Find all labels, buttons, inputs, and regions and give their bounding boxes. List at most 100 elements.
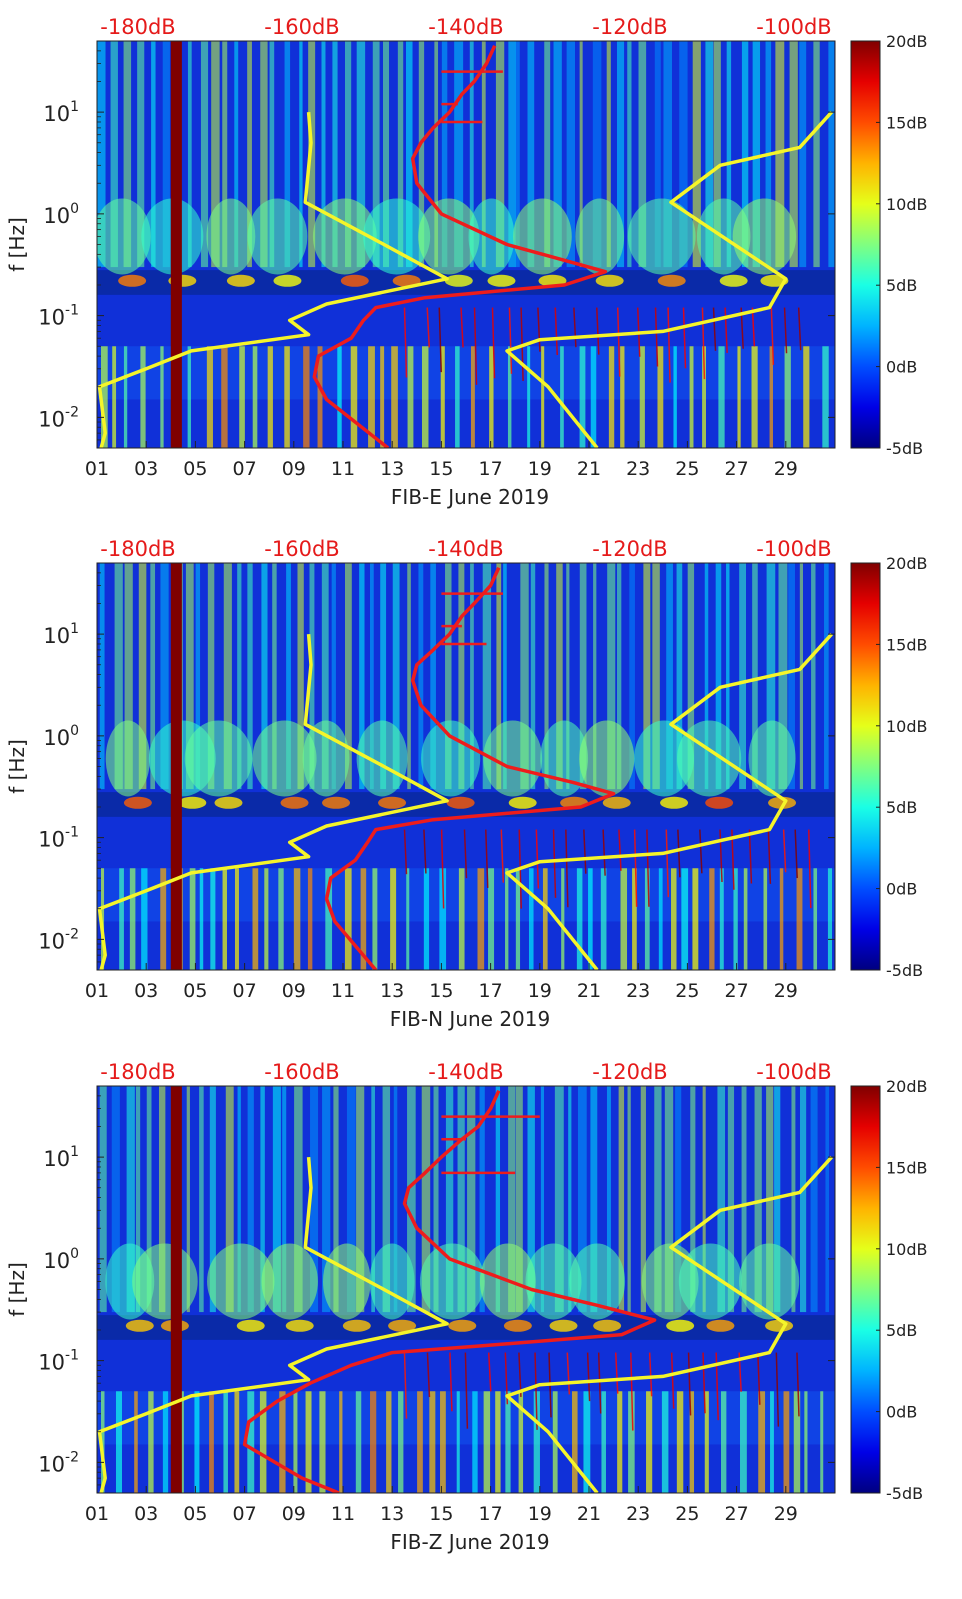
- spectrogram-hotspot: [660, 796, 689, 809]
- spectrogram-streak: [530, 563, 536, 790]
- spectrogram-streak: [135, 1086, 141, 1313]
- spectrogram-transient: [648, 1352, 653, 1397]
- spectrogram: [97, 563, 835, 970]
- spectrogram-streak: [247, 41, 252, 268]
- spectrogram-lowfreq-bar: [488, 868, 495, 970]
- spectrogram-lowfreq-bar: [758, 1391, 766, 1493]
- spectrogram-streak: [392, 563, 400, 790]
- spectrogram-streak: [652, 563, 660, 790]
- colorbar-tick-label: 20dB: [886, 1077, 928, 1096]
- spectrogram-hotspot: [448, 1319, 477, 1332]
- spectrogram-streak: [775, 41, 785, 268]
- spectrogram-lowfreq-bar: [779, 868, 784, 970]
- colorbar: [850, 40, 881, 449]
- spectrogram-hotspot: [446, 796, 475, 809]
- spectrogram-transient: [770, 307, 775, 365]
- spectrogram-lowfreq-bar: [507, 346, 512, 448]
- spectrogram-lowfreq-bar: [470, 346, 475, 448]
- series-line-noise-model-yellow-2: [505, 110, 833, 448]
- spectrogram-blob: [525, 1243, 582, 1320]
- spectrogram-lowfreq-bar: [528, 868, 534, 970]
- spectrogram-lowfreq-bar: [542, 868, 548, 970]
- spectrogram-streak: [495, 41, 505, 268]
- spectrogram-transient: [491, 307, 496, 379]
- y-tick-label: 101: [43, 621, 79, 648]
- spectrogram-lowfreq-bar: [325, 868, 333, 970]
- spectrogram-lowfreq-bar: [112, 346, 117, 448]
- spectrogram-streak: [508, 41, 516, 268]
- spectrogram-hotspot: [125, 1319, 154, 1332]
- x-tick-label: 03: [134, 980, 158, 1002]
- spectrogram-lowfreq-bar: [355, 1391, 362, 1493]
- spectrogram-streak: [356, 41, 366, 268]
- spectrogram-transient: [403, 829, 408, 875]
- colorbar-tick-label: 20dB: [886, 554, 928, 573]
- spectrogram-transient: [566, 1352, 571, 1395]
- spectrogram-streak: [382, 41, 390, 268]
- spectrogram-streak: [726, 563, 730, 790]
- top-axis-db-label: -180dB: [100, 537, 175, 561]
- spectrogram-transient: [701, 307, 706, 380]
- spectrogram-hotspot: [765, 1319, 794, 1332]
- spectrogram-streak: [638, 41, 647, 268]
- spectrogram-lowfreq-bar: [360, 868, 367, 970]
- spectrogram-streak: [160, 563, 169, 790]
- spectrogram-lowfreq-bar: [719, 868, 724, 970]
- spectrogram-lowfreq-bar: [134, 1391, 138, 1493]
- spectrogram-streak: [284, 41, 291, 268]
- spectrogram-streak: [294, 1086, 303, 1313]
- y-tick-label: 101: [43, 99, 79, 126]
- x-tick-label: 09: [282, 980, 306, 1002]
- spectrogram-transient: [682, 307, 687, 369]
- spectrogram-streak: [540, 1086, 545, 1313]
- spectrogram-transient: [796, 1352, 800, 1417]
- spectrogram-lowfreq-bar: [140, 346, 146, 448]
- spectrogram-streak: [237, 1086, 241, 1313]
- x-tick-label: 15: [429, 1503, 453, 1525]
- spectrogram-streak: [715, 563, 722, 790]
- x-tick-label: 29: [774, 1503, 798, 1525]
- x-tick-label: 19: [528, 1503, 552, 1525]
- spectrogram-lowfreq-bar: [259, 1391, 267, 1493]
- spectrogram-lowfreq-bar: [370, 1391, 377, 1493]
- spectrogram-lowfreq-bar: [279, 1391, 286, 1493]
- spectrogram-streak: [664, 1086, 674, 1313]
- spectrogram-hotspot: [487, 274, 516, 287]
- spectrogram-streak: [495, 1086, 501, 1313]
- spectrogram-transient: [616, 307, 621, 377]
- spectrogram-streak: [666, 563, 673, 790]
- spectrogram-streak: [332, 41, 338, 268]
- spectrogram-blob: [678, 1243, 743, 1320]
- top-axis-db-label: -100dB: [756, 537, 831, 561]
- spectrogram-lowfreq-bar: [709, 868, 715, 970]
- spectrogram-streak: [838, 41, 842, 267]
- spectrogram-blob: [748, 720, 796, 797]
- colorbar: [850, 1085, 881, 1494]
- spectrogram-lowfreq-bar: [162, 1391, 169, 1493]
- spectrogram-streak: [272, 563, 277, 790]
- spectrogram-blob: [356, 720, 408, 797]
- spectrogram-streak: [788, 563, 795, 790]
- spectrogram-streak: [469, 41, 474, 268]
- spectrogram-hotspot: [236, 1319, 265, 1332]
- spectrogram-lowfreq-bar: [646, 1391, 653, 1493]
- spectrogram-streak: [430, 563, 436, 790]
- spectrogram-transient: [602, 829, 606, 876]
- spectrogram-streak: [577, 1086, 587, 1313]
- spectrogram-transient: [751, 307, 756, 347]
- spectrogram-streak: [299, 41, 303, 268]
- spectrogram-blob: [513, 198, 572, 275]
- spectrogram-streak: [185, 563, 194, 790]
- spectrogram-transient: [583, 829, 587, 874]
- spectrogram-lowfreq-bar: [222, 868, 227, 970]
- spectrogram-lowfreq-bar: [803, 346, 810, 448]
- spectrogram-streak: [520, 563, 529, 790]
- spectrogram-lowfreq-bar: [148, 1391, 154, 1493]
- spectrogram-streak: [151, 41, 156, 268]
- colorbar-tick-label: 20dB: [886, 32, 928, 51]
- spectrogram-streak: [434, 41, 439, 268]
- spectrogram-blob: [312, 198, 377, 275]
- spectrogram-transient: [712, 307, 717, 351]
- x-tick-label: 27: [725, 458, 749, 480]
- spectrogram-hotspot: [285, 1319, 314, 1332]
